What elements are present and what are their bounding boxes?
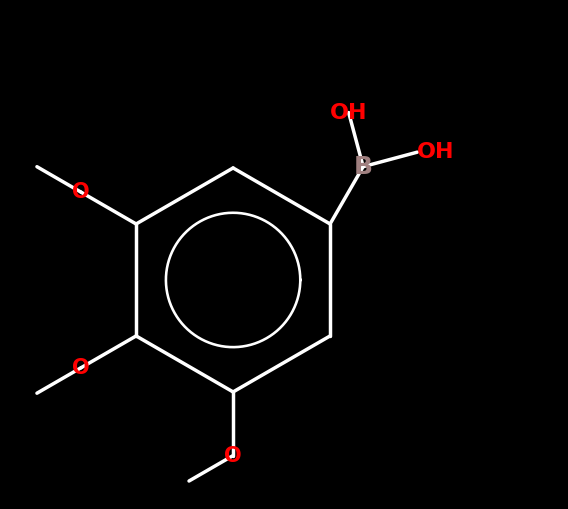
Text: OH: OH bbox=[417, 142, 455, 162]
Text: O: O bbox=[72, 358, 90, 378]
Text: O: O bbox=[72, 182, 90, 202]
Text: O: O bbox=[224, 445, 242, 466]
Text: B: B bbox=[354, 155, 373, 179]
Text: OH: OH bbox=[330, 103, 367, 123]
